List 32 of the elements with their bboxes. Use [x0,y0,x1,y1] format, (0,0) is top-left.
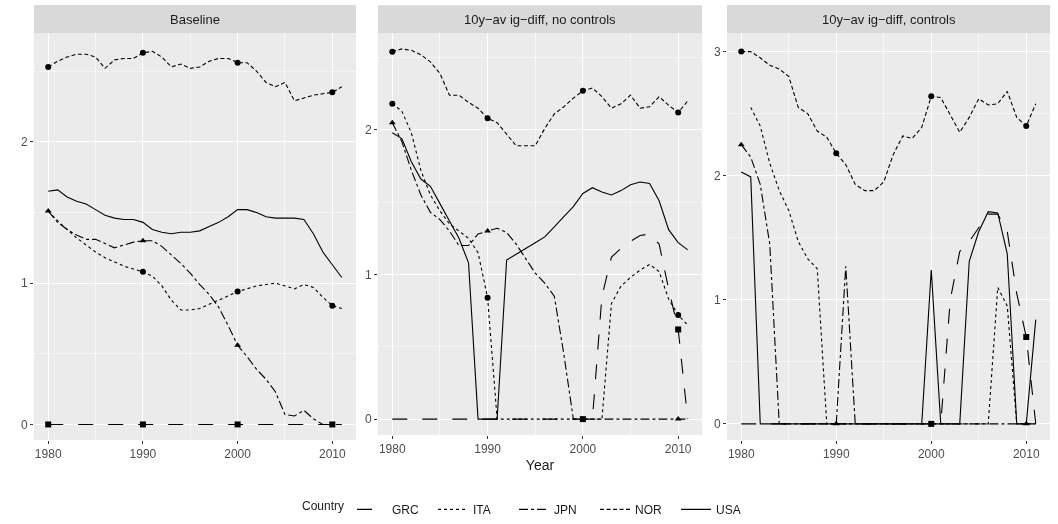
x-tick-label: 2010 [1012,447,1040,462]
y-tick-label: 1 [364,267,372,282]
legend-label: GRC [392,503,420,518]
x-tick-label: 2000 [569,442,597,457]
y-tick-label: 3 [713,44,721,59]
legend-label: USA [716,503,741,518]
x-tick-label: 1980 [378,442,406,457]
legend-label: ITA [473,503,491,518]
y-tick-label: 1 [713,292,721,307]
y-tick-label: 0 [713,417,721,432]
x-tick-label: 2010 [318,447,346,462]
y-tick-label: 1 [20,276,28,291]
y-tick-label: 0 [364,412,372,427]
y-tick-label: 0 [20,417,28,432]
legend-label: NOR [635,503,663,518]
x-tick-label: 1990 [129,447,157,462]
x-tick-label: 1990 [474,442,502,457]
y-tick-label: 2 [713,168,721,183]
x-tick-label: 1980 [34,447,62,462]
x-tick-label: 2000 [917,447,945,462]
x-tick-label: 1980 [727,447,755,462]
chart-title: 10y−av ig−diff, no controls [464,12,617,27]
legend-title: Country [302,499,345,514]
y-tick-label: 2 [364,123,372,138]
chart-title: Baseline [170,12,220,27]
chart-title: 10y−av ig−diff, controls [822,12,956,27]
x-tick-label: 1990 [822,447,850,462]
legend-label: JPN [554,503,577,518]
x-tick-label: 2010 [664,442,692,457]
x-axis-title: Year [525,456,555,473]
y-tick-label: 2 [20,135,28,150]
x-tick-label: 2000 [224,447,252,462]
